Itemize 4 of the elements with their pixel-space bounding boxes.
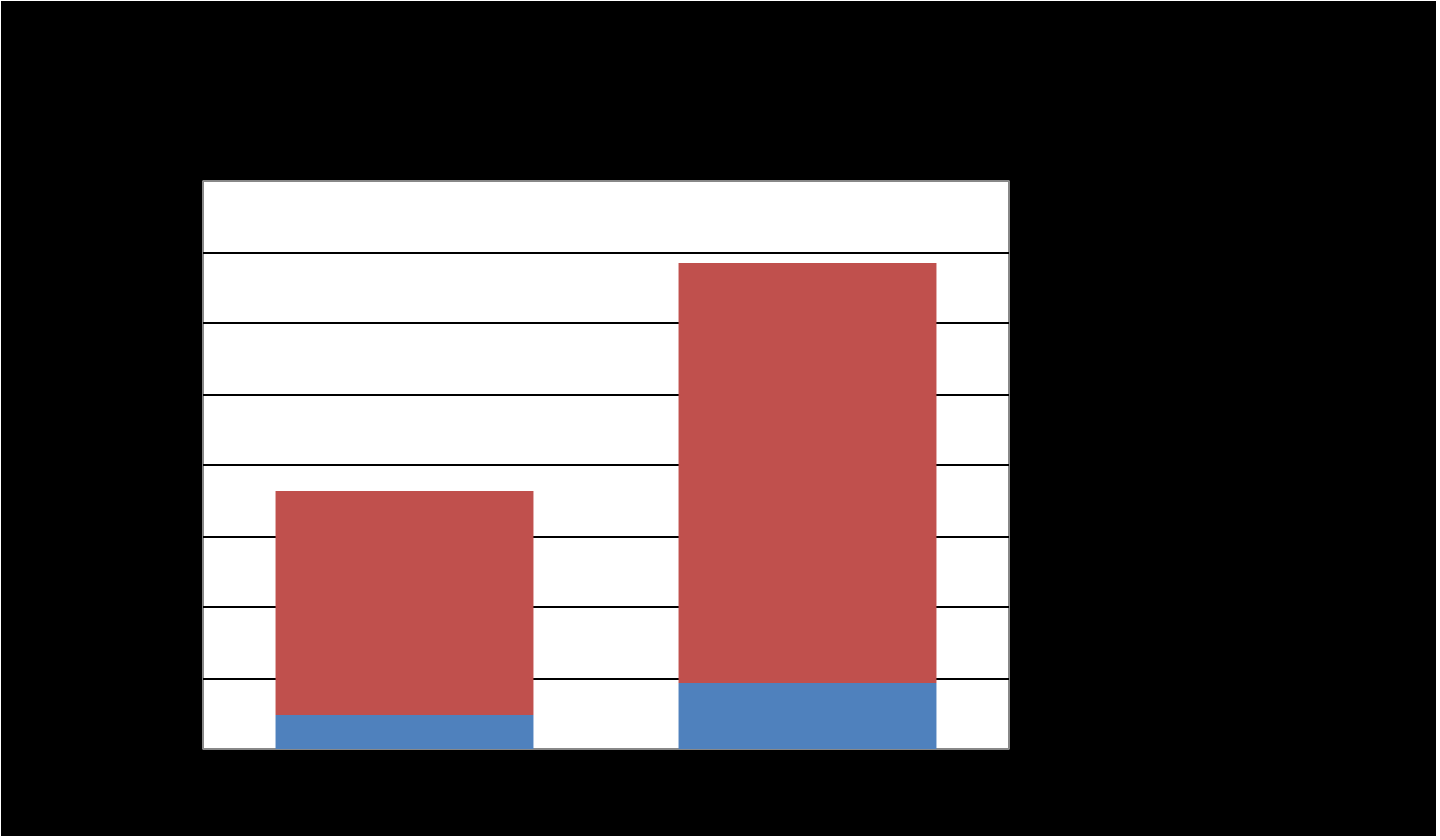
bar [275, 490, 534, 715]
bar [678, 263, 937, 683]
bar [678, 682, 937, 749]
bar [275, 714, 534, 749]
